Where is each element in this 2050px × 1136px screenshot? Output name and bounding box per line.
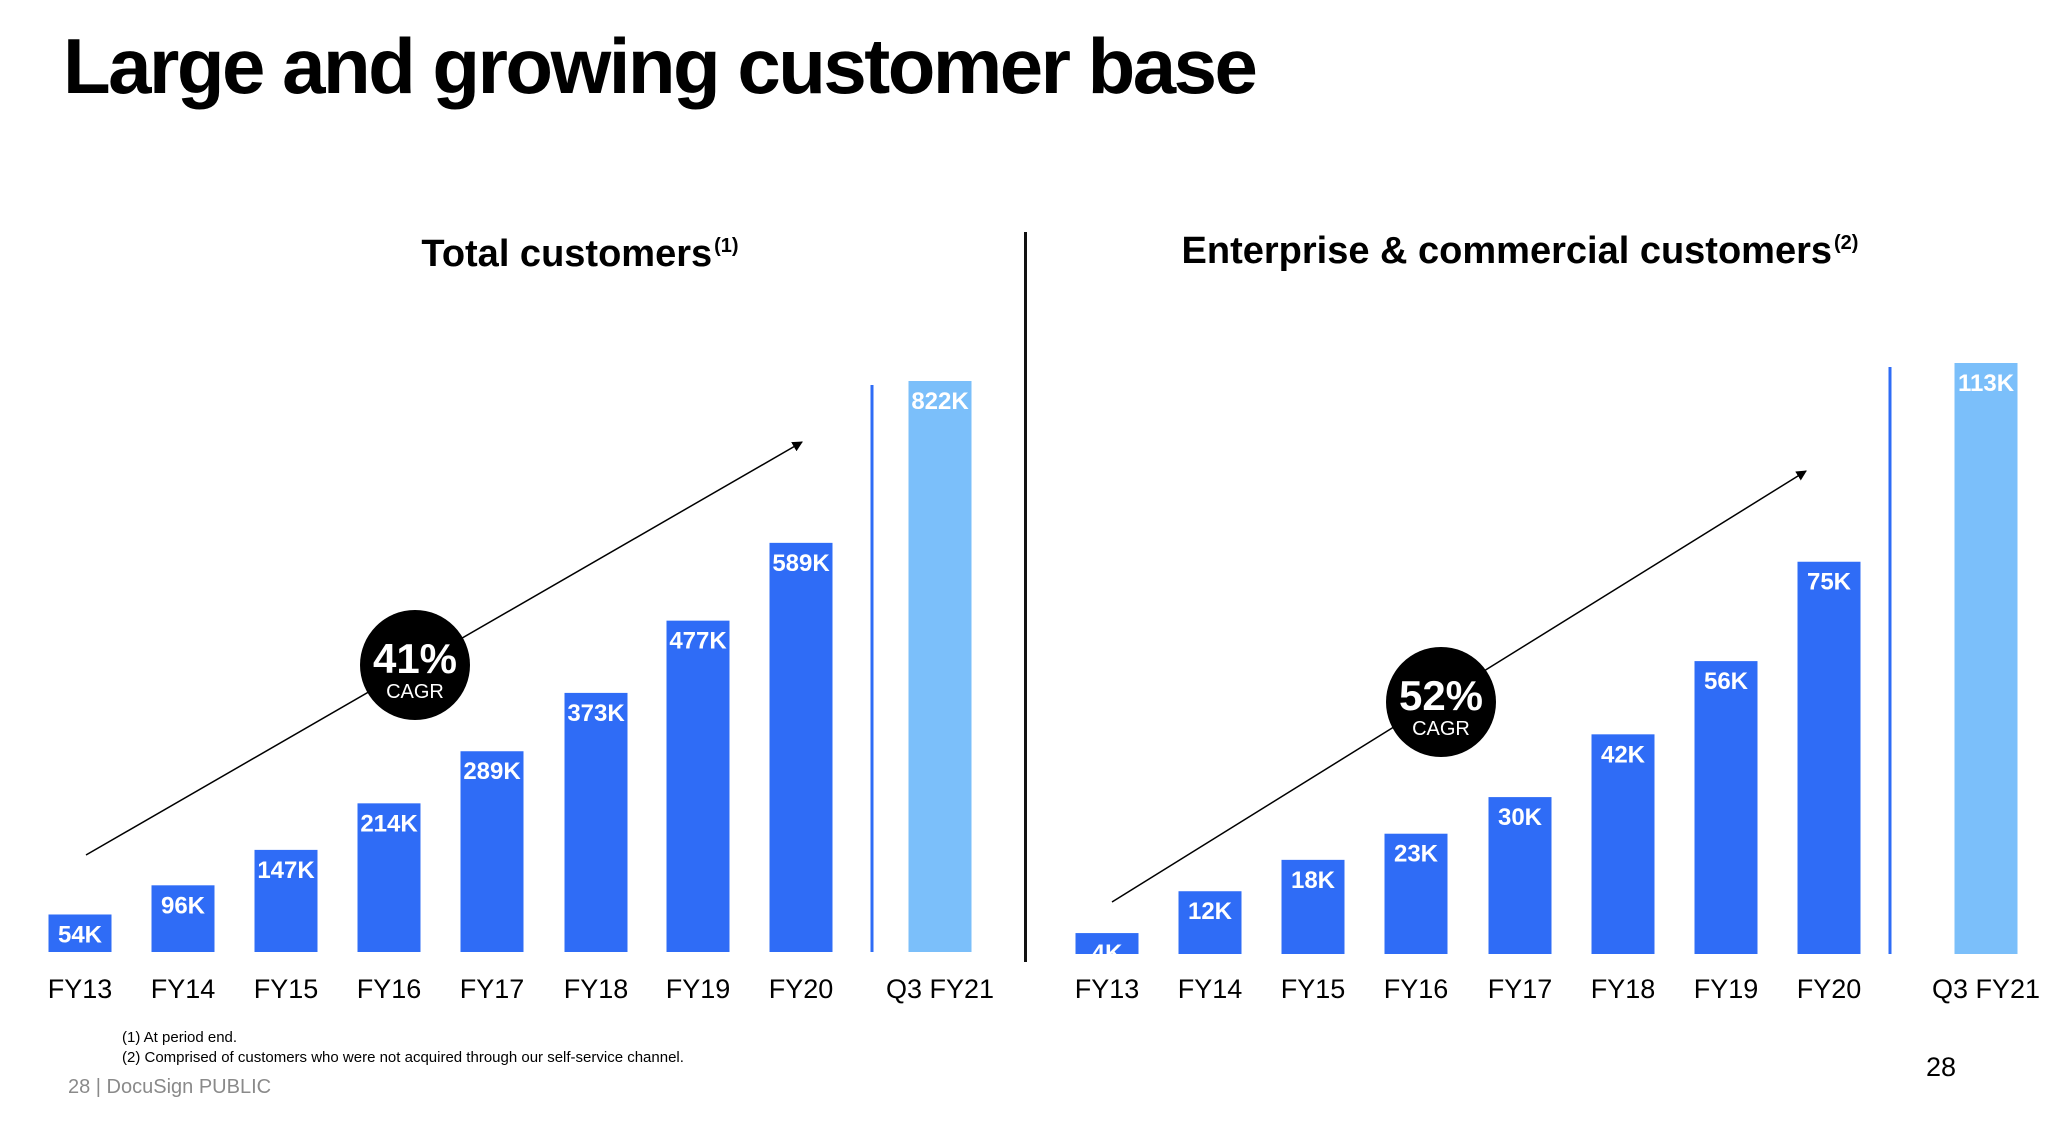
bar-fy14: [1178, 891, 1242, 954]
bar-value-label: 477K: [669, 628, 727, 655]
bar-value-label: 214K: [360, 810, 418, 837]
x-tick-label: FY16: [357, 974, 422, 1004]
total-customers-chart-title: Total customers (1): [220, 235, 940, 273]
page-title: Large and growing customer base: [63, 22, 1258, 110]
x-tick-label: FY15: [254, 974, 319, 1004]
footer-text: 28 | DocuSign PUBLIC: [68, 1076, 272, 1098]
bar-value-label: 23K: [1394, 841, 1439, 868]
chart-title-text: Enterprise & commercial customers: [1181, 230, 1833, 272]
x-tick-label: FY13: [48, 974, 113, 1004]
x-tick-label: FY19: [666, 974, 731, 1004]
bar-value-label: 113K: [1958, 370, 2015, 397]
x-tick-label: FY20: [1797, 974, 1862, 1004]
chart-title-text: Total customers: [421, 233, 713, 275]
footnote-marker: (1): [714, 235, 739, 257]
bar-value-label: 75K: [1807, 569, 1852, 596]
bar-fy15: [1281, 859, 1345, 954]
bar-value-label: 12K: [1188, 898, 1233, 925]
bar-fy20: [769, 542, 833, 952]
x-tick-label: FY19: [1694, 974, 1759, 1004]
bar-fy18: [564, 692, 628, 952]
x-tick-label: FY18: [564, 974, 629, 1004]
footnote-2: (2) Comprised of customers who were not …: [122, 1049, 684, 1066]
cagr-value: 52%: [1399, 672, 1483, 719]
bar-value-label: 589K: [772, 550, 830, 577]
x-tick-label: FY17: [1488, 974, 1553, 1004]
bar-fy17: [460, 751, 524, 952]
bar-fy15: [254, 849, 318, 952]
bar-q3-fy21: [1954, 363, 2018, 954]
x-tick-label: FY18: [1591, 974, 1656, 1004]
bar-q3-fy21: [908, 381, 972, 952]
bar-fy20: [1797, 561, 1861, 954]
bar-value-label: 147K: [257, 857, 315, 884]
total-customers-bar-chart: 54K FY13 96K FY14 147K FY15 214K FY16 289K FY17 37…: [48, 381, 994, 1004]
footnote-1: (1) At period end.: [122, 1029, 238, 1046]
x-tick-label: FY16: [1384, 974, 1449, 1004]
footnotes: (1) At period end. (2) Comprised of cust…: [122, 1028, 684, 1068]
page-number: 28: [1926, 1052, 1957, 1082]
bar-fy14: [151, 885, 215, 952]
bar-value-label: 4K: [1092, 940, 1123, 967]
x-tick-label: Q3 FY21: [886, 974, 994, 1004]
bar-value-label: 18K: [1291, 867, 1336, 894]
x-tick-label: FY17: [460, 974, 525, 1004]
cagr-label: CAGR: [386, 681, 444, 703]
cagr-value: 41%: [373, 635, 457, 682]
bar-value-label: 822K: [911, 388, 969, 415]
cagr-badge: [360, 610, 470, 720]
x-tick-label: Q3 FY21: [1932, 974, 2040, 1004]
bar-fy16: [1384, 833, 1448, 954]
bar-fy17: [1488, 797, 1552, 954]
bar-value-label: 30K: [1498, 804, 1543, 831]
bar-fy18: [1591, 734, 1655, 954]
bar-value-label: 96K: [161, 892, 206, 919]
footnote-marker: (2): [1834, 232, 1859, 254]
enterprise-customers-chart-title: Enterprise & commercial customers (2): [1150, 232, 1890, 270]
bar-value-label: 373K: [567, 700, 625, 727]
x-tick-label: FY14: [1178, 974, 1243, 1004]
bar-fy13: [1075, 933, 1139, 954]
bar-fy19: [1694, 661, 1758, 954]
cagr-label: CAGR: [1412, 718, 1470, 740]
x-tick-label: FY15: [1281, 974, 1346, 1004]
bar-fy13: [48, 914, 112, 952]
x-tick-label: FY14: [151, 974, 216, 1004]
bar-value-label: 54K: [58, 921, 103, 948]
cagr-badge: [1386, 647, 1496, 757]
bar-fy19: [666, 620, 730, 952]
x-tick-label: FY13: [1075, 974, 1140, 1004]
bar-value-label: 42K: [1601, 741, 1646, 768]
bar-value-label: 289K: [463, 758, 521, 785]
bar-fy16: [357, 803, 421, 952]
bar-value-label: 56K: [1704, 668, 1749, 695]
x-tick-label: FY20: [769, 974, 834, 1004]
chart-divider: [1024, 232, 1027, 962]
